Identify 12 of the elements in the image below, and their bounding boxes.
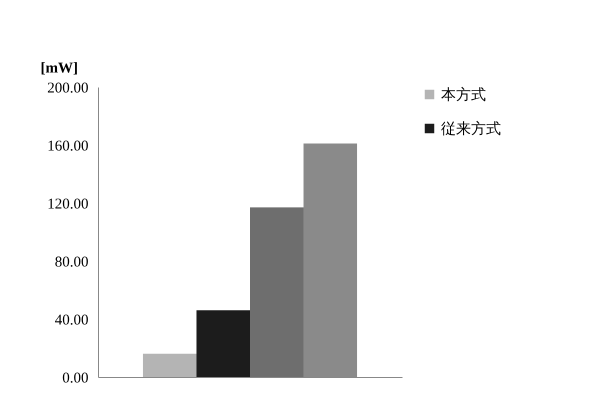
y-tick-label: 80.00 [54, 254, 88, 270]
bar [196, 310, 250, 377]
legend-label: 本方式 [441, 86, 486, 104]
y-tick-label: 200.00 [47, 80, 88, 96]
y-tick-label: 0.00 [62, 370, 88, 386]
y-tick-label: 40.00 [54, 312, 88, 328]
y-axis-title: [mW] [40, 60, 78, 76]
bar [250, 207, 304, 377]
bar [142, 354, 196, 377]
legend-label: 従来方式 [441, 120, 501, 138]
y-tick-label: 160.00 [47, 138, 88, 154]
y-tick-label: 120.00 [47, 196, 88, 212]
